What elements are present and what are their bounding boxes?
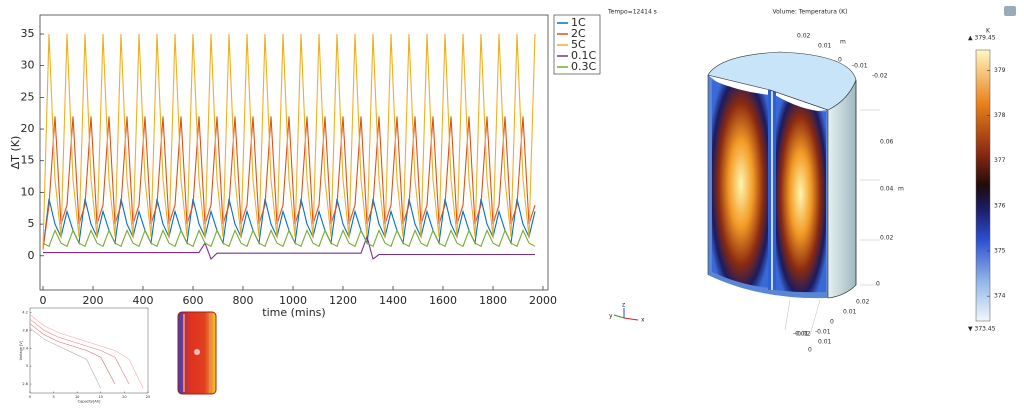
plot-frame — [29, 307, 149, 394]
x-axis-label: Capacity[Ah] — [78, 399, 101, 403]
x-tick-label: 10 — [75, 395, 79, 399]
x-tick-label: 0 — [29, 395, 31, 399]
axis-3d-label: 0.06 — [880, 139, 894, 146]
colorbar-min: ▼ 373.45 — [968, 326, 996, 333]
y-tick-label: 15 — [21, 154, 35, 167]
y-tick-label: 30 — [21, 59, 35, 72]
y-tick-label: 25 — [21, 90, 35, 103]
voltage-chart: 0 5 10 15 20 25 2.6 3 3.4 3.8 4.2 Capacity[Ah] Volta… — [19, 307, 150, 403]
colorbar-tick-label: 376 — [994, 202, 1006, 209]
axis-3d-label: -0.01 — [793, 331, 809, 338]
series-line — [29, 323, 116, 385]
x-tick-label: 0 — [40, 294, 47, 307]
y-tick-label: 3 — [26, 364, 28, 368]
x-tick-label: 1400 — [379, 294, 407, 307]
x-tick-label: 15 — [99, 395, 103, 399]
axis-3d-label: 0.02 — [856, 299, 870, 306]
axis-3d-label: 0.01 — [818, 339, 832, 346]
y-axis-label: Voltage [V] — [19, 340, 23, 360]
axis-3d-label: 0.01 — [818, 43, 832, 50]
time-label: Tempo=12414 s — [607, 9, 657, 16]
axis-3d-label: 0.01 — [843, 309, 857, 316]
y-tick-label: 10 — [21, 185, 35, 198]
x-tick-label: 25 — [146, 395, 150, 399]
legend-label: 1C — [571, 16, 586, 29]
axis-3d-label: 0 — [830, 319, 834, 326]
x-tick-label: 800 — [233, 294, 254, 307]
x-tick-label: 20 — [122, 395, 126, 399]
y-tick-label: 3.8 — [22, 328, 28, 332]
y-tick-label: 0 — [28, 249, 35, 262]
colorbar-tick-label: 379 — [994, 67, 1006, 74]
colorbar-tick-label: 374 — [994, 293, 1006, 300]
view-title: Volume: Temperatura (K) — [773, 9, 848, 16]
colorbar-tick-label: 375 — [994, 247, 1006, 254]
y-tick-label: 3.4 — [22, 346, 28, 350]
y-tick-label: 2.6 — [22, 382, 28, 386]
axis-3d-label: 0 — [808, 347, 812, 354]
axis-3d-label: 0.02 — [797, 33, 811, 40]
cell-thumbnail — [177, 311, 217, 395]
axis-3d-label: 0 — [876, 281, 880, 288]
x-tick-label: 200 — [83, 294, 104, 307]
series-line — [42, 116, 536, 250]
axis-3d-label: -0.01 — [852, 63, 868, 70]
y-tick-label: 4.2 — [22, 310, 28, 314]
triad-label: y — [609, 313, 613, 320]
colorbar-tick-label: 377 — [994, 157, 1006, 164]
y-tick-label: 5 — [28, 217, 35, 230]
colorbar-max: ▲ 379.45 — [968, 35, 996, 42]
triad — [613, 308, 639, 321]
axis-3d-label: -0.01 — [815, 329, 831, 336]
colorbar-tick-label: 378 — [994, 112, 1006, 119]
series-line — [42, 228, 536, 248]
series-line — [43, 234, 535, 260]
axis-3d-label: -0.02 — [872, 73, 888, 80]
legend-label: 5C — [571, 38, 586, 51]
x-tick-label: 1000 — [279, 294, 307, 307]
plot-frame — [39, 14, 549, 291]
legend-label: 0.1C — [571, 49, 596, 62]
triad-label: x — [641, 317, 645, 324]
series-line — [42, 33, 536, 250]
axis-3d-label: 0.02 — [880, 235, 894, 242]
x-axis-label: time (mins) — [262, 306, 325, 319]
x-tick-label: 400 — [133, 294, 154, 307]
series-line — [29, 318, 130, 385]
series-line — [29, 314, 144, 389]
axis-3d-label: 0 — [838, 57, 842, 64]
series-line — [29, 327, 102, 389]
axis-3d-label: m — [898, 186, 904, 193]
axis-3d-label: -0.02 — [795, 331, 811, 338]
x-tick-label: 1600 — [429, 294, 457, 307]
triad-label: z — [622, 302, 625, 309]
x-tick-label: 600 — [183, 294, 204, 307]
x-tick-label: 1200 — [329, 294, 357, 307]
y-tick-label: 35 — [21, 27, 35, 40]
colorbar-unit: K — [986, 28, 991, 35]
colorbar — [975, 49, 991, 322]
legend-label: 2C — [571, 27, 586, 40]
x-tick-label: 1800 — [479, 294, 507, 307]
y-axis-label: ΔT (K) — [9, 136, 22, 170]
main-chart: 0 200 400 600 800 1000 1200 1400 1600 1800 2000 0 5 1… — [9, 14, 601, 319]
logo — [1004, 6, 1016, 16]
x-tick-label: 5 — [52, 395, 54, 399]
x-tick-label: 2000 — [529, 294, 557, 307]
render-3d: Tempo=12414 s Volume: Temperatura (K) 37… — [607, 6, 1016, 354]
axis-3d-label: 0.04 — [880, 186, 894, 193]
legend-label: 0.3C — [571, 60, 596, 73]
y-tick-label: 20 — [21, 122, 35, 135]
axis-3d-label: m — [840, 39, 846, 46]
